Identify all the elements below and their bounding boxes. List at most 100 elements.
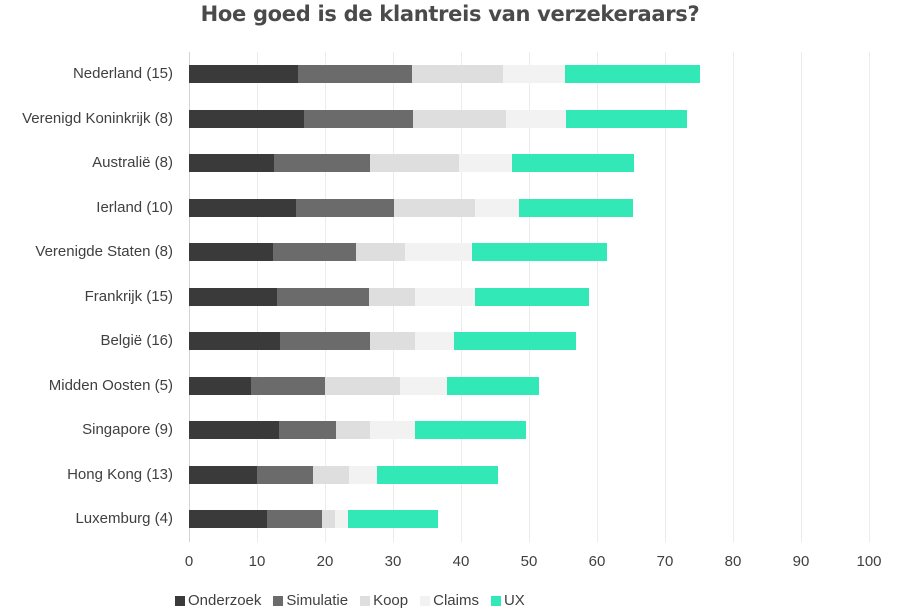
legend-item-claims: Claims bbox=[420, 592, 479, 609]
bar-segment-onderzoek bbox=[189, 287, 278, 306]
bar-segment-simulatie bbox=[280, 332, 370, 350]
gridline bbox=[801, 52, 802, 542]
legend-label: Claims bbox=[433, 592, 479, 609]
chart-title: Hoe goed is de klantreis van verzekeraar… bbox=[200, 2, 700, 26]
bar-segment-ux bbox=[518, 198, 634, 217]
bar-segment-claims bbox=[369, 421, 416, 439]
x-tick-label: 40 bbox=[452, 553, 470, 570]
legend-swatch-icon bbox=[490, 595, 501, 606]
bar-segment-ux bbox=[348, 510, 438, 528]
bar-segment-koop bbox=[393, 198, 475, 217]
legend-item-koop: Koop bbox=[360, 592, 408, 609]
bar-segment-onderzoek bbox=[189, 510, 268, 528]
bar-segment-claims bbox=[458, 154, 512, 172]
bar-segment-claims bbox=[414, 332, 454, 350]
bar-segment-onderzoek bbox=[189, 376, 251, 395]
bar-segment-ux bbox=[376, 465, 499, 484]
category-label: Australië (8) bbox=[92, 154, 173, 171]
bar-segment-claims bbox=[474, 198, 519, 217]
bar-segment-onderzoek bbox=[189, 465, 257, 484]
bar-segment-koop bbox=[369, 154, 459, 172]
category-label: Hong Kong (13) bbox=[67, 465, 173, 483]
category-label: Verenigd Koninkrijk (8) bbox=[22, 109, 173, 127]
legend-item-simulatie: Simulatie bbox=[273, 592, 348, 609]
legend-swatch-icon bbox=[360, 595, 371, 606]
category-label: Nederland (15) bbox=[72, 65, 173, 82]
x-tick-label: 70 bbox=[656, 553, 674, 570]
bar-segment-ux bbox=[475, 287, 589, 306]
bar-segment-ux bbox=[565, 109, 688, 128]
x-tick-label: 10 bbox=[248, 553, 266, 570]
gridline bbox=[665, 52, 666, 542]
bar-segment-koop bbox=[321, 510, 336, 528]
bar-segment-simulatie bbox=[250, 376, 325, 395]
bar-segment-ux bbox=[512, 154, 634, 172]
gridline bbox=[733, 52, 734, 542]
bar-segment-claims bbox=[414, 287, 476, 306]
bar-segment-simulatie bbox=[278, 421, 336, 439]
bar-segment-claims bbox=[405, 243, 472, 261]
bar-segment-ux bbox=[471, 243, 608, 261]
plot-area bbox=[189, 52, 870, 542]
bar-segment-simulatie bbox=[267, 510, 322, 528]
legend-label: UX bbox=[503, 592, 525, 609]
bar-segment-koop bbox=[369, 332, 415, 350]
bar-segment-koop bbox=[325, 376, 400, 395]
legend-label: Onderzoek bbox=[188, 592, 262, 609]
bar-segment-ux bbox=[453, 332, 576, 350]
category-label: Ierland (10) bbox=[96, 198, 173, 216]
bar-segment-simulatie bbox=[277, 287, 370, 306]
bar-segment-ux bbox=[415, 421, 526, 439]
x-tick-label: 30 bbox=[384, 553, 402, 570]
x-tick-label: 20 bbox=[316, 553, 334, 570]
bar-segment-claims bbox=[335, 510, 349, 528]
bar-segment-koop bbox=[312, 465, 350, 484]
x-tick-label: 80 bbox=[724, 553, 742, 570]
bar-segment-claims bbox=[503, 65, 566, 83]
legend-item-onderzoek: Onderzoek bbox=[175, 592, 261, 609]
bar-segment-koop bbox=[335, 421, 370, 439]
bar-segment-simulatie bbox=[295, 198, 394, 217]
bar-segment-ux bbox=[447, 376, 539, 395]
category-label: Singapore (9) bbox=[82, 421, 173, 438]
x-tick-label: 50 bbox=[520, 553, 538, 570]
legend: Onderzoek Simulatie Koop Claims UX bbox=[175, 592, 525, 609]
x-tick-label: 90 bbox=[792, 553, 810, 570]
bar-segment-koop bbox=[412, 65, 504, 83]
gridline bbox=[869, 52, 870, 542]
legend-item-ux: UX bbox=[490, 592, 525, 609]
bar-segment-claims bbox=[505, 109, 566, 128]
bar-segment-onderzoek bbox=[189, 65, 298, 83]
bar-segment-simulatie bbox=[297, 65, 413, 83]
bar-segment-onderzoek bbox=[189, 332, 281, 350]
category-label: Luxemburg (4) bbox=[75, 510, 173, 527]
bar-segment-koop bbox=[369, 287, 415, 306]
legend-swatch-icon bbox=[175, 595, 185, 606]
x-tick-label: 0 bbox=[184, 553, 194, 570]
bar-segment-claims bbox=[349, 465, 377, 484]
bar-segment-onderzoek bbox=[189, 243, 274, 261]
legend-swatch-icon bbox=[273, 595, 284, 606]
bar-segment-onderzoek bbox=[189, 421, 279, 439]
legend-swatch-icon bbox=[420, 595, 431, 606]
bar-segment-koop bbox=[356, 243, 406, 261]
bar-segment-simulatie bbox=[273, 243, 357, 261]
bar-segment-onderzoek bbox=[189, 109, 304, 128]
bar-segment-onderzoek bbox=[189, 154, 274, 172]
x-tick-label: 100 bbox=[856, 553, 882, 570]
bar-segment-koop bbox=[412, 109, 506, 128]
category-label: Frankrijk (15) bbox=[84, 287, 173, 305]
legend-label: Simulatie bbox=[286, 592, 349, 609]
x-tick-label: 60 bbox=[588, 553, 606, 570]
category-label: België (16) bbox=[100, 332, 173, 349]
gridline bbox=[597, 52, 598, 542]
bar-segment-simulatie bbox=[274, 154, 370, 172]
category-label: Verenigde Staten (8) bbox=[35, 243, 173, 260]
bar-segment-simulatie bbox=[257, 465, 313, 484]
bar-segment-ux bbox=[565, 65, 700, 83]
bar-segment-simulatie bbox=[303, 109, 413, 128]
category-label: Midden Oosten (5) bbox=[48, 376, 173, 394]
legend-label: Koop bbox=[373, 592, 409, 609]
bar-segment-onderzoek bbox=[189, 198, 296, 217]
bar-segment-claims bbox=[399, 376, 448, 395]
